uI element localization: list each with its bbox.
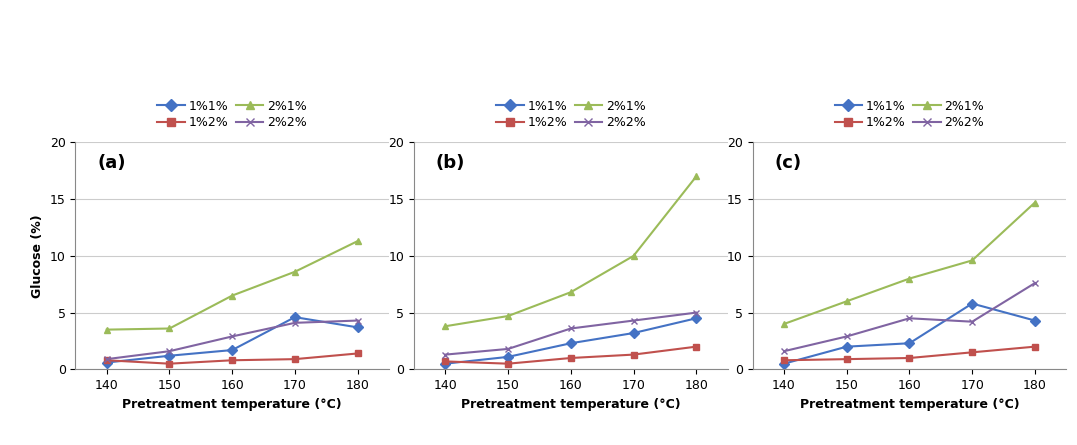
Text: (c): (c)	[774, 154, 801, 172]
Text: (b): (b)	[436, 154, 465, 172]
Legend: 1%1%, 1%2%, 2%1%, 2%2%: 1%1%, 1%2%, 2%1%, 2%2%	[157, 100, 307, 129]
Legend: 1%1%, 1%2%, 2%1%, 2%2%: 1%1%, 1%2%, 2%1%, 2%2%	[835, 100, 984, 129]
X-axis label: Pretreatment temperature (°C): Pretreatment temperature (°C)	[461, 398, 681, 411]
Y-axis label: Glucose (%): Glucose (%)	[31, 214, 44, 298]
X-axis label: Pretreatment temperature (°C): Pretreatment temperature (°C)	[799, 398, 1019, 411]
Legend: 1%1%, 1%2%, 2%1%, 2%2%: 1%1%, 1%2%, 2%1%, 2%2%	[496, 100, 645, 129]
X-axis label: Pretreatment temperature (°C): Pretreatment temperature (°C)	[123, 398, 342, 411]
Text: (a): (a)	[97, 154, 126, 172]
